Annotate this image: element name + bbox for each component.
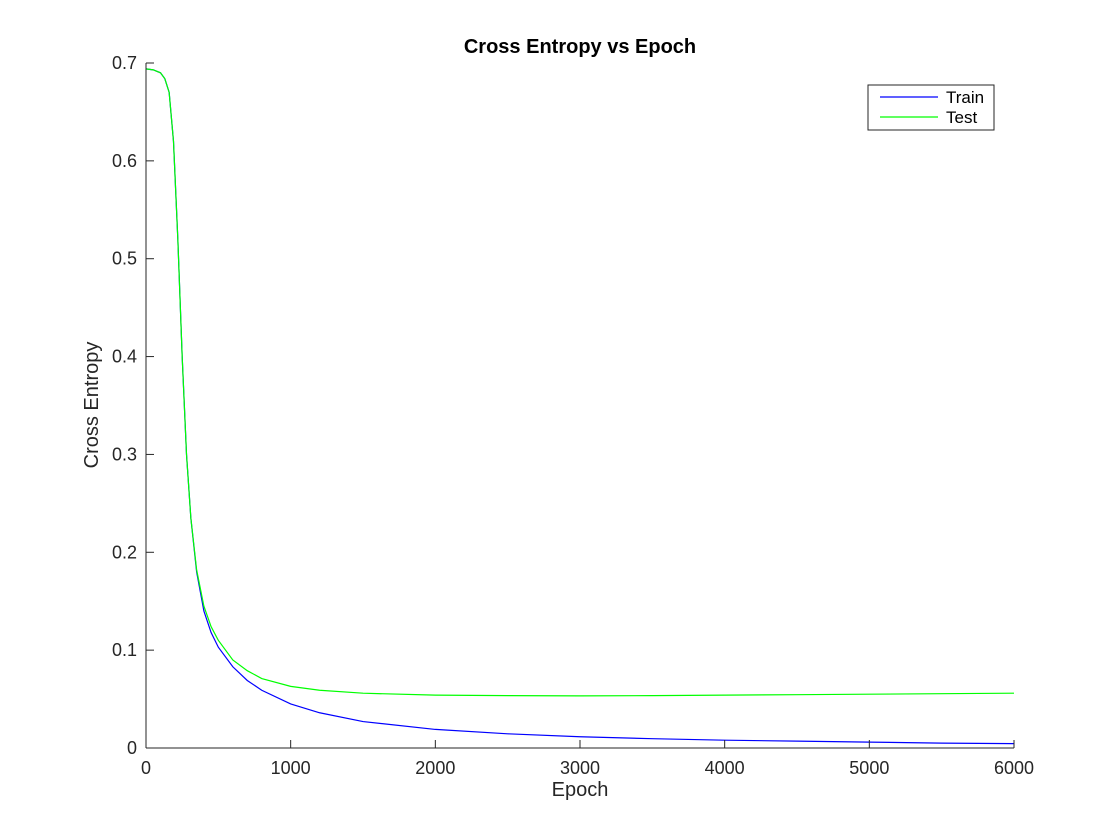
- legend-label-test: Test: [946, 108, 977, 127]
- y-tick-label: 0: [127, 738, 137, 758]
- y-tick-label: 0.7: [112, 53, 137, 73]
- plot-area: 0 1000 2000 3000 4000 5000 6000 0 0.1 0.2 0.3 0.4 0.…: [112, 53, 1034, 778]
- legend-label-train: Train: [946, 88, 984, 107]
- x-tick-label: 6000: [994, 758, 1034, 778]
- axes-background: [146, 63, 1014, 748]
- x-tick-label: 0: [141, 758, 151, 778]
- y-tick-label: 0.6: [112, 151, 137, 171]
- x-tick-label: 4000: [705, 758, 745, 778]
- x-tick-label: 2000: [415, 758, 455, 778]
- x-axis-label: Epoch: [552, 779, 609, 801]
- series-line-test: [145, 68, 1015, 697]
- x-tick-label: 1000: [271, 758, 311, 778]
- y-tick-label: 0.1: [112, 640, 137, 660]
- legend-box: [867, 84, 995, 131]
- y-tick-label: 0.5: [112, 249, 137, 269]
- y-tick-label: 0.2: [112, 542, 137, 562]
- y-tick-label: 0.4: [112, 347, 137, 367]
- y-tick-label: 0.3: [112, 444, 137, 464]
- y-axis-label: Cross Entropy: [81, 342, 103, 469]
- chart-title: Cross Entropy vs Epoch: [464, 36, 696, 58]
- x-tick-label: 3000: [560, 758, 600, 778]
- x-tick-label: 5000: [849, 758, 889, 778]
